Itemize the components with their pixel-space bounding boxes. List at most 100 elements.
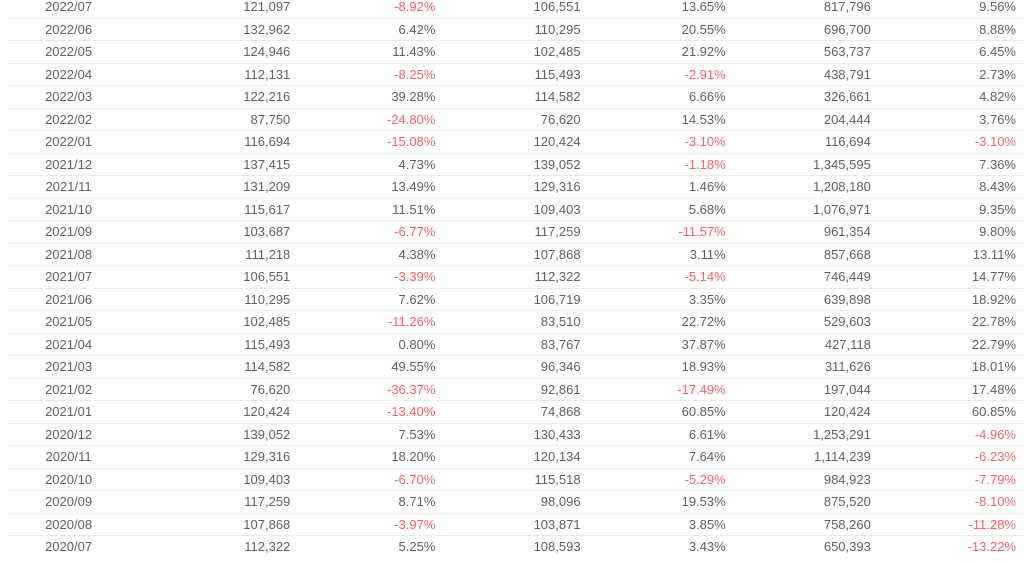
value1-cell: 112,322 [244, 539, 291, 555]
table-row: 2022/07 121,097 -8.92% 106,551 13.65% 817,796… [8, 0, 1024, 19]
month-cell: 2021/04 [8, 333, 154, 356]
pct1-cell: 8.71% [298, 490, 444, 514]
table-row: 2021/05 102,485 -11.26% 83,510 22.72% 529,603… [8, 310, 1024, 334]
value1-cell: 103,687 [153, 220, 299, 244]
value1-cell: 132,962 [153, 18, 299, 41]
value3-cell: 650,393 [823, 539, 871, 555]
pct2-cell: -5.29% [588, 468, 734, 491]
pct1-cell: 49.55% [298, 355, 444, 379]
value1-cell: 137,415 [153, 153, 299, 176]
pct3-cell: -6.23% [878, 445, 1024, 469]
value2-cell: 96,346 [443, 355, 589, 379]
pct1-cell: 11.51% [298, 198, 444, 221]
pct3-cell: 18.01% [878, 355, 1024, 379]
pct2-cell: 3.11% [588, 243, 734, 266]
pct1-cell: 0.80% [298, 333, 444, 356]
value1-cell: 109,403 [153, 468, 299, 491]
pct2-cell: 1.46% [588, 175, 734, 199]
month-cell: 2022/01 [8, 130, 154, 154]
value1-cell: 115,493 [153, 333, 299, 356]
value2-cell: 114,582 [443, 85, 589, 109]
table-row: 2021/07 106,551 -3.39% 112,322 -5.14% 746,449… [8, 265, 1024, 289]
pct2-cell: 18.93% [588, 355, 734, 379]
value3-cell: 438,791 [733, 63, 879, 86]
value2-cell: 115,493 [443, 63, 589, 86]
pct3-cell: 22.79% [878, 333, 1024, 356]
pct2-cell: 22.72% [588, 310, 734, 334]
value2-cell: 139,052 [443, 153, 589, 176]
pct2-cell: 20.55% [588, 18, 734, 41]
pct1-cell: 4.73% [298, 153, 444, 176]
value3-cell: 875,520 [733, 490, 879, 514]
value1-cell: 111,218 [153, 243, 299, 266]
value2-cell: 115,518 [443, 468, 589, 491]
pct1-cell: -6.77% [298, 220, 444, 244]
value2-cell: 106,551 [443, 0, 589, 19]
table-row: 2020/11 129,316 18.20% 120,134 7.64% 1,114,23… [8, 445, 1024, 469]
value3-cell: 758,260 [733, 513, 879, 536]
month-cell: 2021/03 [8, 355, 154, 379]
value2-cell: 102,485 [443, 40, 589, 64]
pct2-cell: -11.57% [588, 220, 734, 244]
value2-cell: 106,719 [443, 288, 589, 311]
pct3-cell: 3.76% [878, 108, 1024, 131]
value2-cell: 110,295 [443, 18, 589, 41]
monthly-stats-table: 2022/07 121,097 -8.92% 106,551 13.65% 817,796… [8, 0, 1024, 558]
value3-cell: 1,345,595 [733, 153, 879, 176]
pct3-cell: -8.10% [878, 490, 1024, 514]
value2-cell: 108,593 [533, 539, 581, 555]
table-row: 2021/06 110,295 7.62% 106,719 3.35% 639,898 18… [8, 288, 1024, 311]
pct1-cell: 5.25% [398, 539, 436, 555]
pct2-cell: 21.92% [588, 40, 734, 64]
pct3-cell: 9.80% [878, 220, 1024, 244]
pct1-cell: 4.38% [298, 243, 444, 266]
table-row: 2020/07 112,322 5.25% 108,593 3.43% 650,393 -1… [8, 536, 1024, 558]
value3-cell: 1,076,971 [733, 198, 879, 221]
value1-cell: 114,582 [153, 355, 299, 379]
table-row: 2021/02 76,620 -36.37% 92,861 -17.49% 197,044… [8, 378, 1024, 401]
pct1-cell: 13.49% [298, 175, 444, 199]
value3-cell: 529,603 [733, 310, 879, 334]
value3-cell: 639,898 [733, 288, 879, 311]
pct1-cell: -8.92% [298, 0, 444, 19]
pct1-cell: 7.62% [298, 288, 444, 311]
value1-cell: 139,052 [153, 423, 299, 446]
value3-cell: 120,424 [733, 400, 879, 424]
table-row: 2021/04 115,493 0.80% 83,767 37.87% 427,118 22… [8, 333, 1024, 356]
pct1-cell: -3.39% [298, 265, 444, 289]
table-row: 2022/06 132,962 6.42% 110,295 20.55% 696,700 8… [8, 18, 1024, 41]
value2-cell: 112,322 [443, 265, 589, 289]
pct3-cell: 4.82% [878, 85, 1024, 109]
table-row: 2021/08 111,218 4.38% 107,868 3.11% 857,668 13… [8, 243, 1024, 266]
table-row: 2021/12 137,415 4.73% 139,052 -1.18% 1,345,59… [8, 153, 1024, 176]
pct1-cell: 11.43% [298, 40, 444, 64]
pct1-cell: -11.26% [298, 310, 444, 334]
pct2-cell: 60.85% [588, 400, 734, 424]
table-row: 2022/02 87,750 -24.80% 76,620 14.53% 204,444 3… [8, 108, 1024, 131]
value1-cell: 87,750 [153, 108, 299, 131]
month-cell: 2022/04 [8, 63, 154, 86]
pct1-cell: -3.97% [298, 513, 444, 536]
pct2-cell: -1.18% [588, 153, 734, 176]
value3-cell: 311,626 [733, 355, 879, 379]
month-cell: 2021/06 [8, 288, 154, 311]
month-cell: 2021/11 [8, 175, 154, 199]
value3-cell: 961,354 [733, 220, 879, 244]
pct3-cell: 8.88% [878, 18, 1024, 41]
pct3-cell: -11.28% [878, 513, 1024, 536]
month-cell: 2021/02 [8, 378, 154, 401]
value3-cell: 326,661 [733, 85, 879, 109]
month-cell: 2020/12 [8, 423, 154, 446]
pct2-cell: -2.91% [588, 63, 734, 86]
pct2-cell: -3.10% [588, 130, 734, 154]
value1-cell: 115,617 [153, 198, 299, 221]
value1-cell: 117,259 [153, 490, 299, 514]
pct2-cell: 37.87% [588, 333, 734, 356]
value2-cell: 103,871 [443, 513, 589, 536]
value2-cell: 109,403 [443, 198, 589, 221]
month-cell: 2021/10 [8, 198, 154, 221]
table-row: 2020/09 117,259 8.71% 98,096 19.53% 875,520 -8… [8, 490, 1024, 514]
value1-cell: 116,694 [153, 130, 299, 154]
month-cell: 2022/02 [8, 108, 154, 131]
table-body: 2022/07 121,097 -8.92% 106,551 13.65% 817,796… [8, 0, 1024, 558]
